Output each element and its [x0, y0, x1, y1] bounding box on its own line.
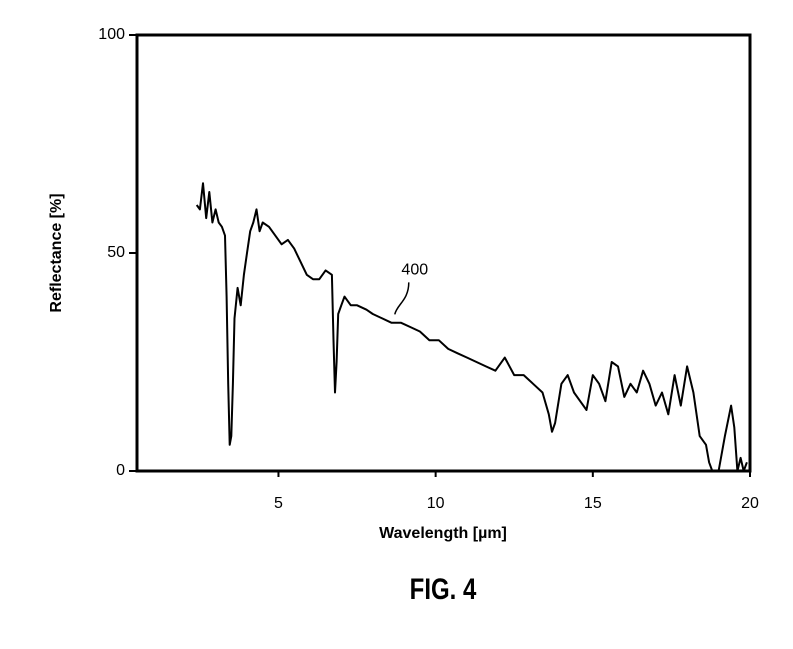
y-tick-label: 100: [98, 26, 125, 43]
y-axis-label: Reflectance [%]: [48, 193, 65, 312]
x-tick-label: 15: [584, 495, 602, 512]
y-tick-label: 0: [116, 462, 125, 479]
x-tick-label: 5: [274, 495, 283, 512]
spectrum-line: [195, 182, 748, 472]
figure-caption: FIG. 4: [410, 571, 477, 605]
annotation-leader: [394, 282, 410, 315]
x-tick-label: 10: [427, 495, 445, 512]
x-tick-label: 20: [741, 495, 759, 512]
x-axis-label: Wavelength [µm]: [379, 525, 507, 542]
y-tick-label: 50: [107, 244, 125, 261]
annotation-label: 400: [401, 262, 428, 279]
